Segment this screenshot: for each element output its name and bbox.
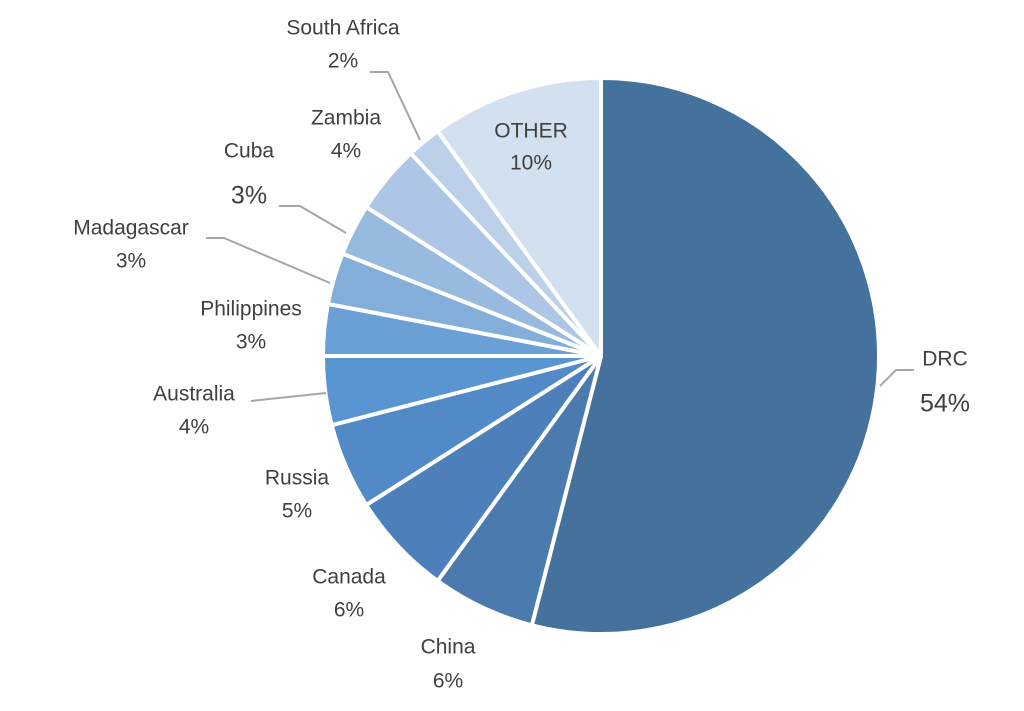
slice-value-label: 4% [179,416,209,439]
slice-label: Philippines [200,298,302,321]
slice-label: Madagascar [73,217,189,240]
slice-value-label: 3% [116,250,146,273]
slice-value-label: 3% [231,182,267,210]
leader-line [206,237,331,284]
pie-slice [529,76,881,636]
slice-label: Canada [312,566,386,589]
leader-line [879,369,914,387]
slice-value-label: 10% [510,152,552,175]
slice-label: Russia [265,467,330,490]
slice-label: DRC [922,348,968,371]
slice-value-label: 3% [236,331,266,354]
slice-value-label: 54% [920,390,970,418]
slice-label: China [421,636,476,659]
slice-value-label: 5% [282,500,312,523]
leader-line [370,71,421,141]
slice-label: South Africa [286,17,400,40]
slice-value-label: 6% [433,670,463,693]
leader-line [279,205,347,234]
leader-line [250,392,327,402]
slice-label: Cuba [224,140,275,163]
slice-label: Zambia [311,107,381,130]
slice-label: Australia [153,383,235,406]
slice-value-label: 4% [331,140,361,163]
slice-value-label: 2% [328,50,358,73]
pie-slice [435,76,603,358]
slice-label: OTHER [494,120,568,143]
slice-value-label: 6% [334,599,364,622]
